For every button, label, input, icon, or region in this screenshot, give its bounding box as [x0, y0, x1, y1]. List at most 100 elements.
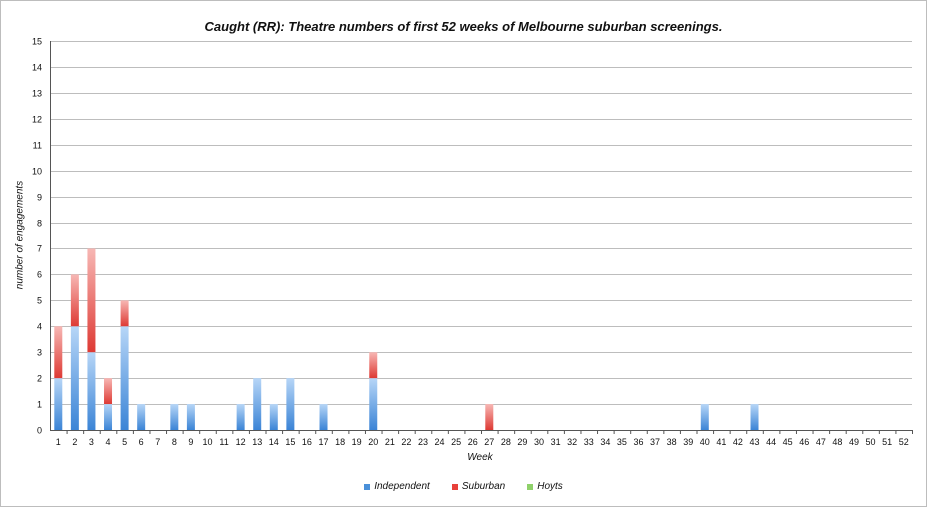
x-tick-label: 31: [551, 437, 561, 447]
x-tick-label: 3: [89, 437, 94, 447]
x-tick-label: 40: [700, 437, 710, 447]
bar-suburban-week-27: [485, 404, 494, 430]
legend-item-suburban: Suburban: [451, 481, 506, 492]
y-tick-label: 13: [32, 89, 42, 99]
bar-independent-week-1: [54, 378, 63, 430]
bar-independent-week-6: [137, 404, 146, 430]
bar-independent-week-4: [104, 404, 113, 430]
y-tick-label: 1: [37, 400, 42, 410]
bar-independent-week-15: [286, 378, 295, 430]
bar-suburban-week-5: [120, 300, 129, 327]
x-tick-label: 33: [584, 437, 594, 447]
x-tick-label: 28: [501, 437, 511, 447]
bar-independent-week-12: [236, 404, 245, 430]
x-tick-label: 39: [683, 437, 693, 447]
bar-independent-week-43: [750, 404, 759, 430]
legend-item-independent: Independent: [364, 481, 430, 492]
x-tick-label: 47: [816, 437, 826, 447]
x-tick-label: 41: [716, 437, 726, 447]
x-tick-label: 12: [236, 437, 246, 447]
y-tick-label: 12: [32, 115, 42, 125]
bar-independent-week-17: [319, 404, 328, 430]
bar-independent-week-3: [87, 352, 96, 430]
x-tick-label: 44: [766, 437, 776, 447]
x-tick-label: 35: [617, 437, 627, 447]
x-tick-label: 17: [319, 437, 329, 447]
y-tick-label: 15: [32, 37, 42, 47]
legend: Independent Suburban Hoyts: [0, 481, 927, 492]
x-tick-label: 21: [385, 437, 395, 447]
bar-suburban-week-4: [104, 378, 113, 405]
y-tick-label: 0: [37, 426, 42, 436]
bar-suburban-week-20: [369, 352, 378, 379]
x-tick-label: 38: [667, 437, 677, 447]
x-tick-label: 32: [567, 437, 577, 447]
y-tick-label: 9: [37, 193, 42, 203]
x-tick-label: 4: [106, 437, 111, 447]
bar-suburban-week-2: [70, 274, 79, 327]
x-tick-label: 27: [484, 437, 494, 447]
bar-layer: [54, 248, 759, 430]
x-tick-label: 37: [650, 437, 660, 447]
bar-independent-week-2: [70, 326, 79, 430]
y-tick-label: 4: [37, 322, 42, 332]
x-axis-label: Week: [467, 452, 493, 463]
y-tick-label: 11: [33, 141, 42, 151]
x-tick-label: 51: [882, 437, 892, 447]
x-tick-label: 50: [866, 437, 876, 447]
chart-title: Caught (RR): Theatre numbers of first 52…: [204, 19, 723, 34]
y-tick-label: 6: [37, 270, 42, 280]
x-tick-label: 22: [401, 437, 411, 447]
y-tick-label: 14: [32, 63, 42, 73]
x-tick-label: 20: [368, 437, 378, 447]
x-tick-label: 13: [252, 437, 262, 447]
x-tick-label: 34: [600, 437, 610, 447]
y-tick-label: 10: [32, 167, 42, 177]
legend-swatch: [451, 483, 458, 490]
x-tick-label: 36: [633, 437, 643, 447]
x-tick-label: 2: [72, 437, 77, 447]
x-tick-label: 24: [435, 437, 445, 447]
x-tick-label: 29: [517, 437, 527, 447]
x-tick-label: 45: [783, 437, 793, 447]
x-tick-label: 5: [122, 437, 127, 447]
x-tick-label: 1: [56, 437, 61, 447]
x-tick-label: 52: [899, 437, 909, 447]
x-tick-label: 8: [172, 437, 177, 447]
bar-suburban-week-1: [54, 326, 63, 379]
x-tick-label: 9: [188, 437, 193, 447]
bar-independent-week-8: [170, 404, 179, 430]
bar-independent-week-5: [120, 326, 129, 430]
y-tick-label: 3: [37, 348, 42, 358]
bar-independent-week-40: [700, 404, 709, 430]
x-tick-label: 25: [451, 437, 461, 447]
x-tick-label: 14: [269, 437, 279, 447]
legend-label: Independent: [374, 481, 430, 492]
x-tick-label: 15: [285, 437, 295, 447]
legend-item-hoyts: Hoyts: [527, 481, 563, 492]
x-tick-label: 10: [202, 437, 212, 447]
x-tick-label: 43: [750, 437, 760, 447]
bar-independent-week-9: [186, 404, 195, 430]
x-tick-label: 48: [832, 437, 842, 447]
bar-suburban-week-3: [87, 248, 96, 353]
bar-independent-week-14: [269, 404, 278, 430]
legend-label: Suburban: [461, 481, 506, 492]
x-tick-label: 30: [534, 437, 544, 447]
legend-swatch: [527, 483, 534, 490]
x-tick-label: 42: [733, 437, 743, 447]
legend-label: Hoyts: [537, 481, 563, 492]
x-tick-label: 16: [302, 437, 312, 447]
x-tick-label: 7: [155, 437, 160, 447]
x-tick-label: 26: [468, 437, 478, 447]
x-tick-label: 23: [418, 437, 428, 447]
bar-independent-week-20: [369, 378, 378, 430]
x-tick-label: 11: [219, 437, 228, 447]
grid-layer: [50, 41, 912, 431]
y-tick-label: 5: [37, 296, 42, 306]
bar-independent-week-13: [253, 378, 262, 430]
y-tick-label: 8: [37, 219, 42, 229]
legend-swatch: [364, 483, 371, 490]
